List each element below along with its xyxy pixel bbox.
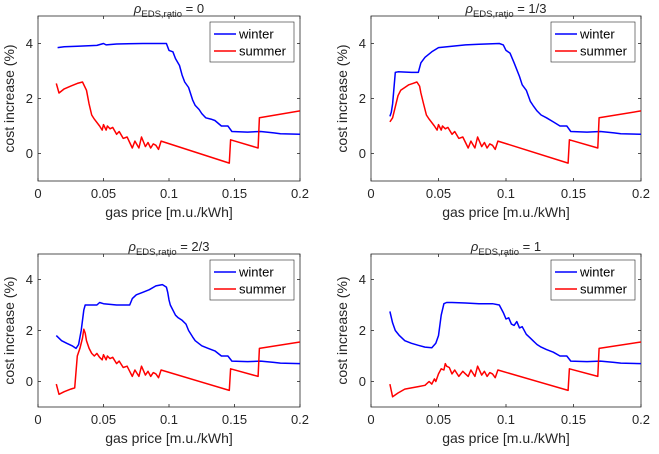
y-axis-label: cost increase (%): [1, 276, 17, 384]
legend-label-winter: winter: [579, 265, 615, 280]
plot-lines: [389, 42, 641, 164]
x-tick-label: 0.05: [91, 186, 116, 201]
series-line-winter: [389, 42, 641, 136]
legend-label-winter: winter: [238, 265, 274, 280]
series-line-summer: [55, 81, 300, 164]
y-tick-label: 4: [26, 36, 33, 51]
legend: winter summer: [550, 21, 636, 63]
x-tick-label: 0.1: [160, 186, 178, 201]
legend-label-summer: summer: [239, 282, 287, 297]
x-tick-label: 0.15: [561, 412, 586, 427]
x-tick-label: 0: [367, 412, 374, 427]
plot-lines: [55, 42, 300, 164]
chart-title: ρEDS,ratio = 1/3: [465, 1, 547, 20]
y-tick-label: 2: [359, 91, 366, 106]
title-symbol: ρ: [470, 239, 479, 254]
x-tick-label: 0.1: [497, 186, 515, 201]
y-tick-label: 4: [359, 36, 366, 51]
legend: winter summer: [550, 259, 636, 301]
x-axis-label: gas price [m.u./kWh]: [442, 204, 570, 220]
legend-box: [550, 21, 636, 63]
title-value: = 1/3: [514, 1, 547, 16]
subplot-4: 0 0.05 0.1 0.15 0.2 0 2 4 gas price [m.u./kWh] co…: [334, 239, 650, 446]
x-axis-label: gas price [m.u./kWh]: [442, 430, 570, 446]
y-tick-label: 0: [359, 146, 366, 161]
title-symbol: ρ: [133, 1, 142, 16]
y-axis-label: cost increase (%): [334, 276, 350, 384]
x-tick-label: 0.05: [426, 186, 451, 201]
legend: winter summer: [209, 259, 295, 301]
subplot-1: 0 0.05 0.1 0.15 0.2 0 2 4 gas price [m.u./kWh] co…: [1, 1, 309, 220]
title-value: = 0: [182, 1, 204, 16]
x-tick-label: 0.05: [91, 412, 116, 427]
legend-box: [550, 259, 636, 301]
chart-title: ρEDS,ratio = 2/3: [128, 239, 210, 258]
legend-box: [209, 21, 295, 63]
title-subscript: EDS,ratio: [136, 247, 177, 258]
legend-label-summer: summer: [580, 44, 628, 59]
x-tick-label: 0.15: [222, 186, 247, 201]
subplot-2: 0 0.05 0.1 0.15 0.2 0 2 4 gas price [m.u./kWh] co…: [334, 1, 650, 220]
y-tick-label: 2: [26, 323, 33, 338]
y-axis-label: cost increase (%): [1, 44, 17, 152]
legend-label-winter: winter: [579, 27, 615, 42]
title-subscript: EDS,ratio: [141, 9, 182, 20]
x-tick-label: 0.15: [222, 412, 247, 427]
title-symbol: ρ: [465, 1, 474, 16]
x-tick-label: 0.05: [426, 412, 451, 427]
x-axis-label: gas price [m.u./kWh]: [105, 204, 233, 220]
x-tick-label: 0.2: [632, 186, 650, 201]
series-line-summer: [55, 328, 300, 396]
plot-lines: [55, 283, 300, 396]
x-tick-label: 0: [34, 186, 41, 201]
x-tick-label: 0.2: [291, 412, 309, 427]
x-tick-label: 0.2: [291, 186, 309, 201]
x-axis-label: gas price [m.u./kWh]: [105, 430, 233, 446]
x-tick-label: 0.1: [160, 412, 178, 427]
title-value: = 2/3: [177, 239, 210, 254]
y-tick-label: 0: [26, 146, 33, 161]
y-tick-label: 2: [26, 91, 33, 106]
x-tick-label: 0: [34, 412, 41, 427]
y-tick-label: 0: [359, 374, 366, 389]
x-tick-label: 0: [367, 186, 374, 201]
subplot-3: 0 0.05 0.1 0.15 0.2 0 2 4 gas price [m.u./kWh] co…: [1, 239, 309, 446]
chart-title: ρEDS,ratio = 1: [470, 239, 541, 258]
plot-lines: [389, 301, 641, 398]
title-subscript: EDS,ratio: [478, 247, 519, 258]
series-line-summer: [389, 81, 641, 164]
series-line-summer: [389, 341, 641, 398]
y-axis-label: cost increase (%): [334, 44, 350, 152]
y-tick-label: 0: [26, 374, 33, 389]
legend-label-winter: winter: [238, 27, 274, 42]
series-line-winter: [389, 301, 641, 365]
x-tick-label: 0.1: [497, 412, 515, 427]
x-tick-label: 0.2: [632, 412, 650, 427]
title-subscript: EDS,ratio: [473, 9, 514, 20]
y-tick-label: 2: [359, 323, 366, 338]
series-line-winter: [57, 42, 300, 136]
y-tick-label: 4: [359, 272, 366, 287]
series-line-winter: [55, 283, 300, 365]
title-value: = 1: [519, 239, 541, 254]
title-symbol: ρ: [128, 239, 137, 254]
legend-label-summer: summer: [580, 282, 628, 297]
chart-title: ρEDS,ratio = 0: [133, 1, 204, 20]
legend: winter summer: [209, 21, 295, 63]
legend-label-summer: summer: [239, 44, 287, 59]
legend-box: [209, 259, 295, 301]
y-tick-label: 4: [26, 272, 33, 287]
x-tick-label: 0.15: [561, 186, 586, 201]
